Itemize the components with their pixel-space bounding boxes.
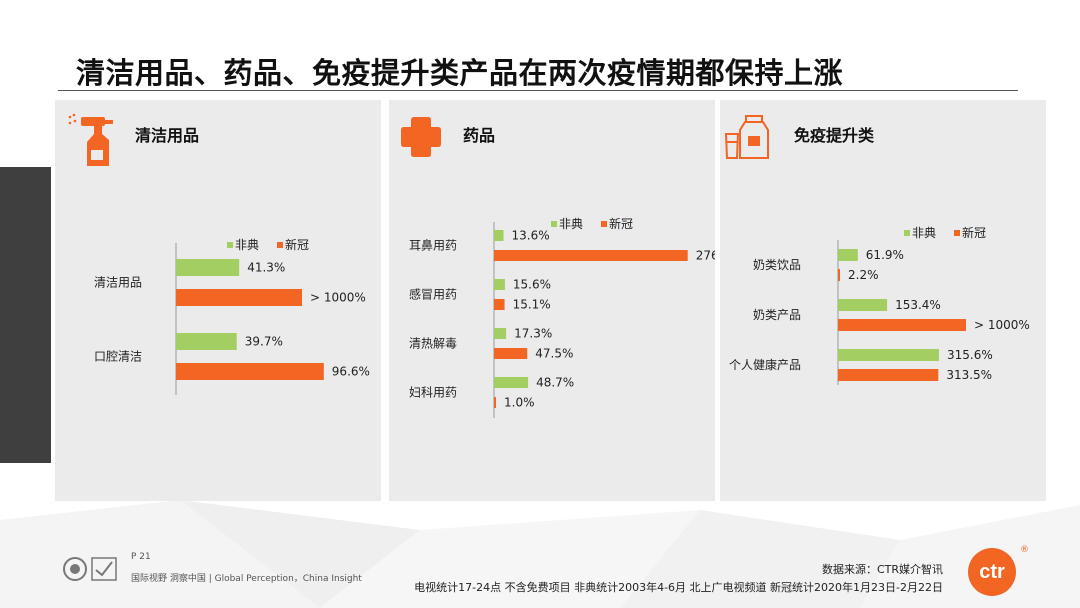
legend-label-s2: 新冠	[285, 237, 309, 252]
certification-badges	[63, 557, 117, 581]
legend-swatch-s2	[277, 242, 283, 248]
ctr-logo: ctr	[968, 548, 1016, 596]
data-label: 17.3%	[514, 327, 552, 341]
data-source: 数据来源：CTR媒介智讯	[821, 563, 943, 576]
legend-swatch-s1	[904, 230, 910, 236]
bar-sars	[176, 333, 237, 350]
data-label: 41.3%	[247, 261, 285, 275]
data-label: 15.1%	[513, 298, 551, 312]
logo-text: ctr	[979, 561, 1005, 583]
legend-label-s2: 新冠	[962, 225, 986, 240]
data-label: 48.7%	[536, 376, 574, 390]
bar-sars	[494, 279, 505, 290]
milk-bottle-icon	[724, 115, 769, 159]
medical-cross-icon	[401, 117, 441, 157]
bar-sars	[838, 249, 858, 261]
bar-sars	[838, 299, 888, 311]
data-label: 39.7%	[245, 335, 283, 349]
data-label: > 1000%	[310, 291, 366, 305]
category-label: 感冒用药	[409, 287, 457, 302]
bar-covid	[494, 299, 505, 310]
category-label: 妇科用药	[409, 386, 457, 400]
bar-sars	[838, 349, 939, 361]
bar-covid	[838, 369, 939, 381]
page-number: P 21	[131, 552, 151, 562]
panel-title-cleaning: 清洁用品	[135, 126, 200, 145]
bar-covid	[494, 397, 496, 408]
data-label: 1.0%	[504, 396, 535, 410]
data-label: 276.7%	[696, 249, 715, 263]
data-label: > 1000%	[974, 318, 1030, 332]
legend-swatch-s1	[227, 242, 233, 248]
legend-swatch-s1	[551, 221, 557, 227]
spray-bottle-icon	[68, 113, 113, 166]
bar-covid	[838, 319, 966, 331]
category-label: 奶类产品	[753, 308, 801, 322]
title-divider	[58, 90, 1018, 91]
legend-swatch-s2	[954, 230, 960, 236]
side-accent-block	[0, 167, 51, 463]
category-label: 口腔清洁	[94, 349, 142, 364]
data-label: 61.9%	[866, 248, 904, 262]
panel-immunity: 免疫提升类 非典 新冠奶类饮品 61.9% 2.2% 奶类产品 153.4% > 1000%…	[720, 100, 1046, 501]
bar-sars	[494, 230, 504, 241]
page-title: 清洁用品、药品、免疫提升类产品在两次疫情期都保持上涨	[76, 56, 844, 90]
category-label: 耳鼻用药	[409, 238, 457, 253]
bar-sars	[494, 328, 507, 339]
legend-label-s1: 非典	[559, 217, 583, 231]
bar-covid	[494, 250, 688, 261]
bar-sars	[494, 377, 529, 388]
data-label: 96.6%	[332, 365, 370, 379]
bar-covid	[176, 289, 302, 306]
bar-covid	[838, 269, 840, 281]
data-label: 315.6%	[947, 348, 993, 362]
category-label: 清洁用品	[94, 276, 142, 290]
legend-swatch-s2	[601, 221, 607, 227]
data-label: 153.4%	[895, 298, 941, 312]
legend-label-s2: 新冠	[609, 216, 633, 231]
data-label: 15.6%	[513, 278, 551, 292]
data-label: 13.6%	[512, 229, 550, 243]
bar-sars	[176, 259, 240, 276]
bar-covid	[494, 348, 528, 359]
panel-cleaning: 清洁用品 非典 新冠 清洁用品 41.3% > 1000% 口腔清洁 39.7% 96.6%	[55, 100, 381, 501]
data-label: 47.5%	[535, 347, 573, 361]
category-label: 清热解毒	[409, 337, 457, 351]
data-label: 2.2%	[848, 268, 879, 282]
category-label: 个人健康产品	[729, 357, 801, 372]
panel-title-medicine: 药品	[463, 126, 496, 145]
panel-title-immunity: 免疫提升类	[794, 126, 875, 145]
registered-mark: ®	[1020, 545, 1029, 555]
data-note: 电视统计17-24点 不含免费项目 非典统计2003年4-6月 北上广电视频道 …	[414, 581, 943, 594]
footer-tagline: 国际视野 洞察中国 | Global Perception，China Insi…	[131, 574, 362, 584]
bar-covid	[176, 363, 324, 380]
legend-label-s1: 非典	[912, 226, 936, 240]
data-label: 313.5%	[946, 368, 992, 382]
category-label: 奶类饮品	[753, 258, 801, 272]
legend-label-s1: 非典	[235, 238, 259, 252]
